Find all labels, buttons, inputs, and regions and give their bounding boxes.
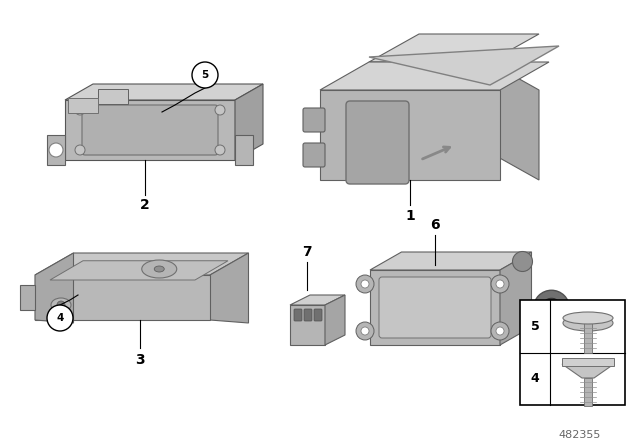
Polygon shape	[35, 253, 74, 323]
Circle shape	[491, 322, 509, 340]
Circle shape	[534, 290, 570, 326]
Polygon shape	[235, 84, 263, 160]
Circle shape	[496, 280, 504, 288]
Polygon shape	[35, 253, 248, 275]
Polygon shape	[320, 62, 549, 90]
Circle shape	[361, 327, 369, 335]
Ellipse shape	[51, 298, 71, 312]
Circle shape	[47, 305, 73, 331]
Text: 482355: 482355	[559, 430, 601, 440]
Text: 1: 1	[405, 209, 415, 223]
FancyBboxPatch shape	[346, 101, 409, 184]
FancyBboxPatch shape	[314, 309, 322, 321]
Circle shape	[75, 145, 85, 155]
Polygon shape	[68, 99, 98, 113]
Circle shape	[541, 298, 561, 318]
Polygon shape	[65, 84, 263, 100]
FancyBboxPatch shape	[82, 105, 218, 155]
Ellipse shape	[154, 266, 164, 272]
FancyBboxPatch shape	[379, 277, 491, 338]
Circle shape	[361, 280, 369, 288]
Text: 2: 2	[140, 198, 150, 212]
Polygon shape	[489, 62, 539, 180]
Circle shape	[215, 145, 225, 155]
Circle shape	[192, 62, 218, 88]
Polygon shape	[370, 252, 531, 270]
Text: 3: 3	[135, 353, 145, 367]
Polygon shape	[290, 305, 325, 345]
Polygon shape	[290, 295, 345, 305]
Bar	[584, 323, 592, 353]
Polygon shape	[98, 89, 128, 104]
Circle shape	[491, 275, 509, 293]
Polygon shape	[50, 261, 228, 280]
Ellipse shape	[563, 312, 613, 324]
Polygon shape	[370, 270, 500, 345]
Circle shape	[496, 327, 504, 335]
Circle shape	[356, 322, 374, 340]
FancyBboxPatch shape	[303, 143, 325, 167]
Text: 4: 4	[56, 313, 64, 323]
Polygon shape	[210, 253, 248, 323]
Bar	[584, 378, 592, 406]
Polygon shape	[65, 100, 235, 160]
Ellipse shape	[141, 260, 177, 278]
Bar	[562, 358, 614, 366]
Polygon shape	[235, 135, 253, 165]
Circle shape	[356, 275, 374, 293]
Ellipse shape	[563, 315, 613, 331]
Text: 5: 5	[202, 70, 209, 80]
Polygon shape	[369, 46, 559, 85]
Circle shape	[215, 105, 225, 115]
Polygon shape	[20, 285, 35, 310]
Polygon shape	[562, 364, 614, 378]
Polygon shape	[369, 34, 539, 62]
Text: 7: 7	[302, 245, 312, 259]
Bar	[520, 300, 625, 405]
FancyBboxPatch shape	[304, 309, 312, 321]
Circle shape	[75, 105, 85, 115]
Circle shape	[57, 301, 65, 309]
Text: 4: 4	[531, 372, 540, 385]
Polygon shape	[47, 135, 65, 165]
Polygon shape	[325, 295, 345, 345]
FancyBboxPatch shape	[303, 108, 325, 132]
Polygon shape	[320, 90, 500, 180]
Text: 5: 5	[531, 320, 540, 333]
Text: 6: 6	[430, 218, 440, 232]
Circle shape	[49, 143, 63, 157]
FancyBboxPatch shape	[294, 309, 302, 321]
Polygon shape	[35, 275, 210, 320]
Circle shape	[513, 251, 532, 271]
Polygon shape	[369, 62, 489, 152]
Polygon shape	[500, 252, 531, 345]
